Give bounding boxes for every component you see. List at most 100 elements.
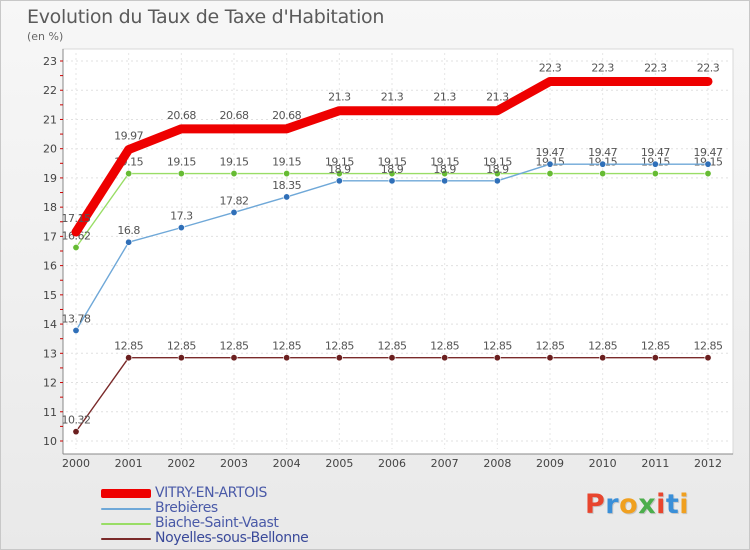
data-point-2 [177,170,185,178]
data-point-2 [230,170,238,178]
data-point-2 [72,243,80,251]
data-label-3: 12.85 [220,340,249,353]
legend-swatch-2 [101,522,151,525]
legend-swatch-3 [101,537,151,540]
data-label-3: 12.85 [378,340,407,353]
y-tick-label: 12 [43,377,57,390]
data-label-3: 12.85 [483,340,512,353]
data-label-3: 12.85 [588,340,617,353]
data-point-1 [177,224,185,232]
legend-swatch-1 [101,507,151,510]
data-label-1: 19.47 [536,146,565,159]
y-tick-label: 10 [43,435,57,448]
data-label-2: 19.15 [272,156,301,169]
x-tick-label: 2001 [115,457,143,470]
data-label-1: 17.82 [220,194,249,207]
x-tick-label: 2004 [273,457,301,470]
data-label-0: 22.3 [697,61,720,74]
legend-swatch-0 [101,489,151,498]
data-label-0: 21.3 [486,91,509,104]
data-label-1: 18.9 [381,163,404,176]
x-tick-label: 2012 [694,457,722,470]
data-label-2: 19.15 [167,156,196,169]
data-label-2: 19.15 [483,156,512,169]
data-point-3 [230,354,238,362]
x-tick-label: 2003 [220,457,248,470]
data-label-0: 20.68 [167,109,196,122]
data-label-1: 17.3 [170,210,193,223]
data-point-1 [441,177,449,185]
data-point-1 [599,160,607,168]
data-label-0: 20.68 [220,109,249,122]
logo-letter: i [679,489,690,520]
data-point-3 [546,354,554,362]
data-point-3 [493,354,501,362]
logo-letter: x [638,489,657,520]
legend-item-2: Biache-Saint-Vaast [101,516,308,531]
chart-title: Evolution du Taux de Taxe d'Habitation [27,6,385,28]
data-point-3 [388,354,396,362]
data-label-1: 18.35 [272,179,301,192]
data-point-1 [72,327,80,335]
y-tick-label: 22 [43,84,57,97]
data-point-3 [704,354,712,362]
data-label-0: 22.3 [591,61,614,74]
data-point-3 [441,354,449,362]
legend-label-2: Biache-Saint-Vaast [155,515,279,531]
logo-letter: r [605,489,620,520]
data-label-2: 19.15 [220,156,249,169]
series-line-0 [71,76,713,237]
data-label-3: 12.85 [114,340,143,353]
data-point-1 [230,208,238,216]
data-point-1 [283,193,291,201]
data-label-3: 12.85 [430,340,459,353]
data-point-1 [704,160,712,168]
data-label-0: 22.3 [644,61,667,74]
data-label-1: 18.9 [486,163,509,176]
data-label-2: 19.15 [378,156,407,169]
data-point-2 [704,170,712,178]
data-label-1: 18.9 [328,163,351,176]
legend-label-1: Brebières [155,500,218,516]
chart-legend: VITRY-EN-ARTOIS Brebières Biache-Saint-V… [101,486,309,546]
data-point-3 [599,354,607,362]
data-point-2 [546,170,554,178]
plot-area [62,48,734,455]
y-tick-label: 13 [43,347,57,360]
logo-letter: P [585,489,606,520]
data-point-1 [651,160,659,168]
x-tick-label: 2006 [378,457,406,470]
data-label-2: 19.15 [325,156,354,169]
data-label-1: 18.9 [433,163,456,176]
data-label-1: 19.47 [694,146,723,159]
y-tick-label: 18 [43,201,57,214]
x-tick-label: 2007 [431,457,459,470]
proxiti-logo: Proxiti [585,489,689,520]
data-label-0: 22.3 [539,61,562,74]
y-tick-label: 20 [43,143,57,156]
data-point-2 [388,170,396,178]
data-point-3 [72,428,80,436]
data-point-2 [493,170,501,178]
data-label-3: 12.85 [325,340,354,353]
logo-letter: i [656,489,666,520]
data-point-3 [125,354,133,362]
data-point-3 [283,354,291,362]
data-point-2 [125,170,133,178]
data-point-3 [335,354,343,362]
data-point-2 [335,170,343,178]
logo-letter: t [665,489,680,520]
y-tick-label: 14 [43,318,57,331]
y-tick-label: 17 [43,230,57,243]
data-point-2 [441,170,449,178]
data-label-1: 19.47 [641,146,670,159]
y-tick-label: 16 [43,260,57,273]
x-tick-label: 2002 [167,457,195,470]
data-label-0: 19.97 [114,130,143,143]
x-tick-label: 2009 [536,457,564,470]
chart-subtitle: (en %) [27,30,64,43]
x-tick-label: 2010 [589,457,617,470]
data-point-1 [546,160,554,168]
